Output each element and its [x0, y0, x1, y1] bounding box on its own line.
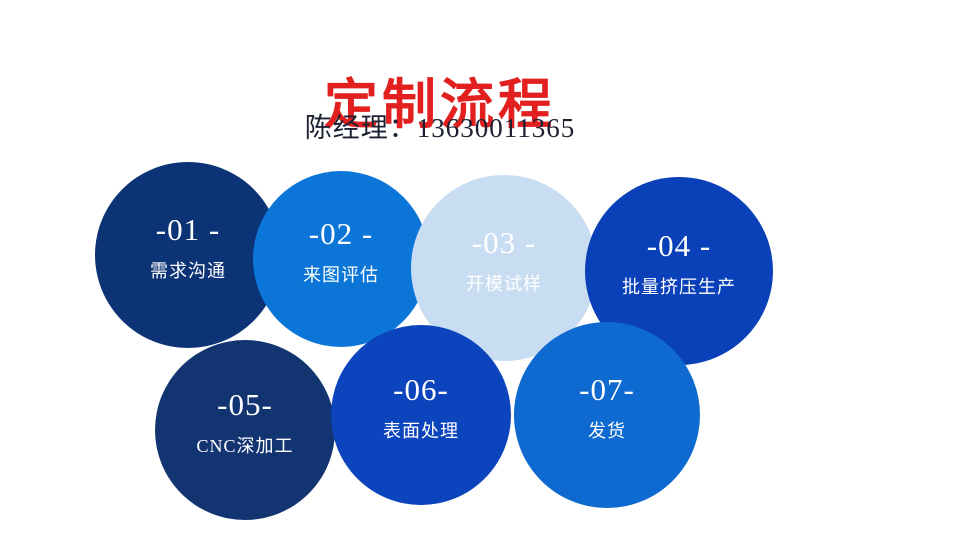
- step-number: -06-: [393, 372, 449, 407]
- step-label: 开模试样: [466, 274, 542, 294]
- step-content: -05- CNC深加工: [196, 389, 293, 455]
- step-number: -02 -: [308, 216, 374, 251]
- step-content: -07- 发货: [579, 374, 635, 440]
- step-number: -03 -: [471, 225, 537, 260]
- step-circle-04: -04 - 批量挤压生产: [585, 177, 773, 365]
- step-label: 来图评估: [303, 265, 379, 285]
- step-content: -06- 表面处理: [383, 374, 459, 440]
- step-number: -01 -: [155, 212, 221, 247]
- step-circle-01: -01 - 需求沟通: [95, 162, 281, 348]
- step-label: 表面处理: [383, 421, 459, 441]
- step-circle-07: -07- 发货: [514, 322, 700, 508]
- contact-line: 陈经理：13630011365: [304, 113, 576, 143]
- step-label: 批量挤压生产: [622, 277, 736, 297]
- step-circle-02: -02 - 来图评估: [253, 171, 429, 347]
- step-circle-05: -05- CNC深加工: [155, 340, 335, 520]
- step-label: CNC深加工: [196, 436, 294, 456]
- step-content: -04 - 批量挤压生产: [622, 230, 736, 296]
- step-number: -05-: [217, 387, 273, 422]
- step-content: -03 - 开模试样: [466, 227, 542, 293]
- page-title: 定制流程: [324, 75, 556, 136]
- step-content: -02 - 来图评估: [303, 218, 379, 284]
- step-number: -07-: [579, 372, 635, 407]
- step-content: -01 - 需求沟通: [150, 214, 226, 280]
- step-circle-06: -06- 表面处理: [331, 325, 511, 505]
- step-label: 发货: [588, 421, 626, 441]
- step-label: 需求沟通: [150, 261, 226, 281]
- step-number: -04 -: [646, 228, 712, 263]
